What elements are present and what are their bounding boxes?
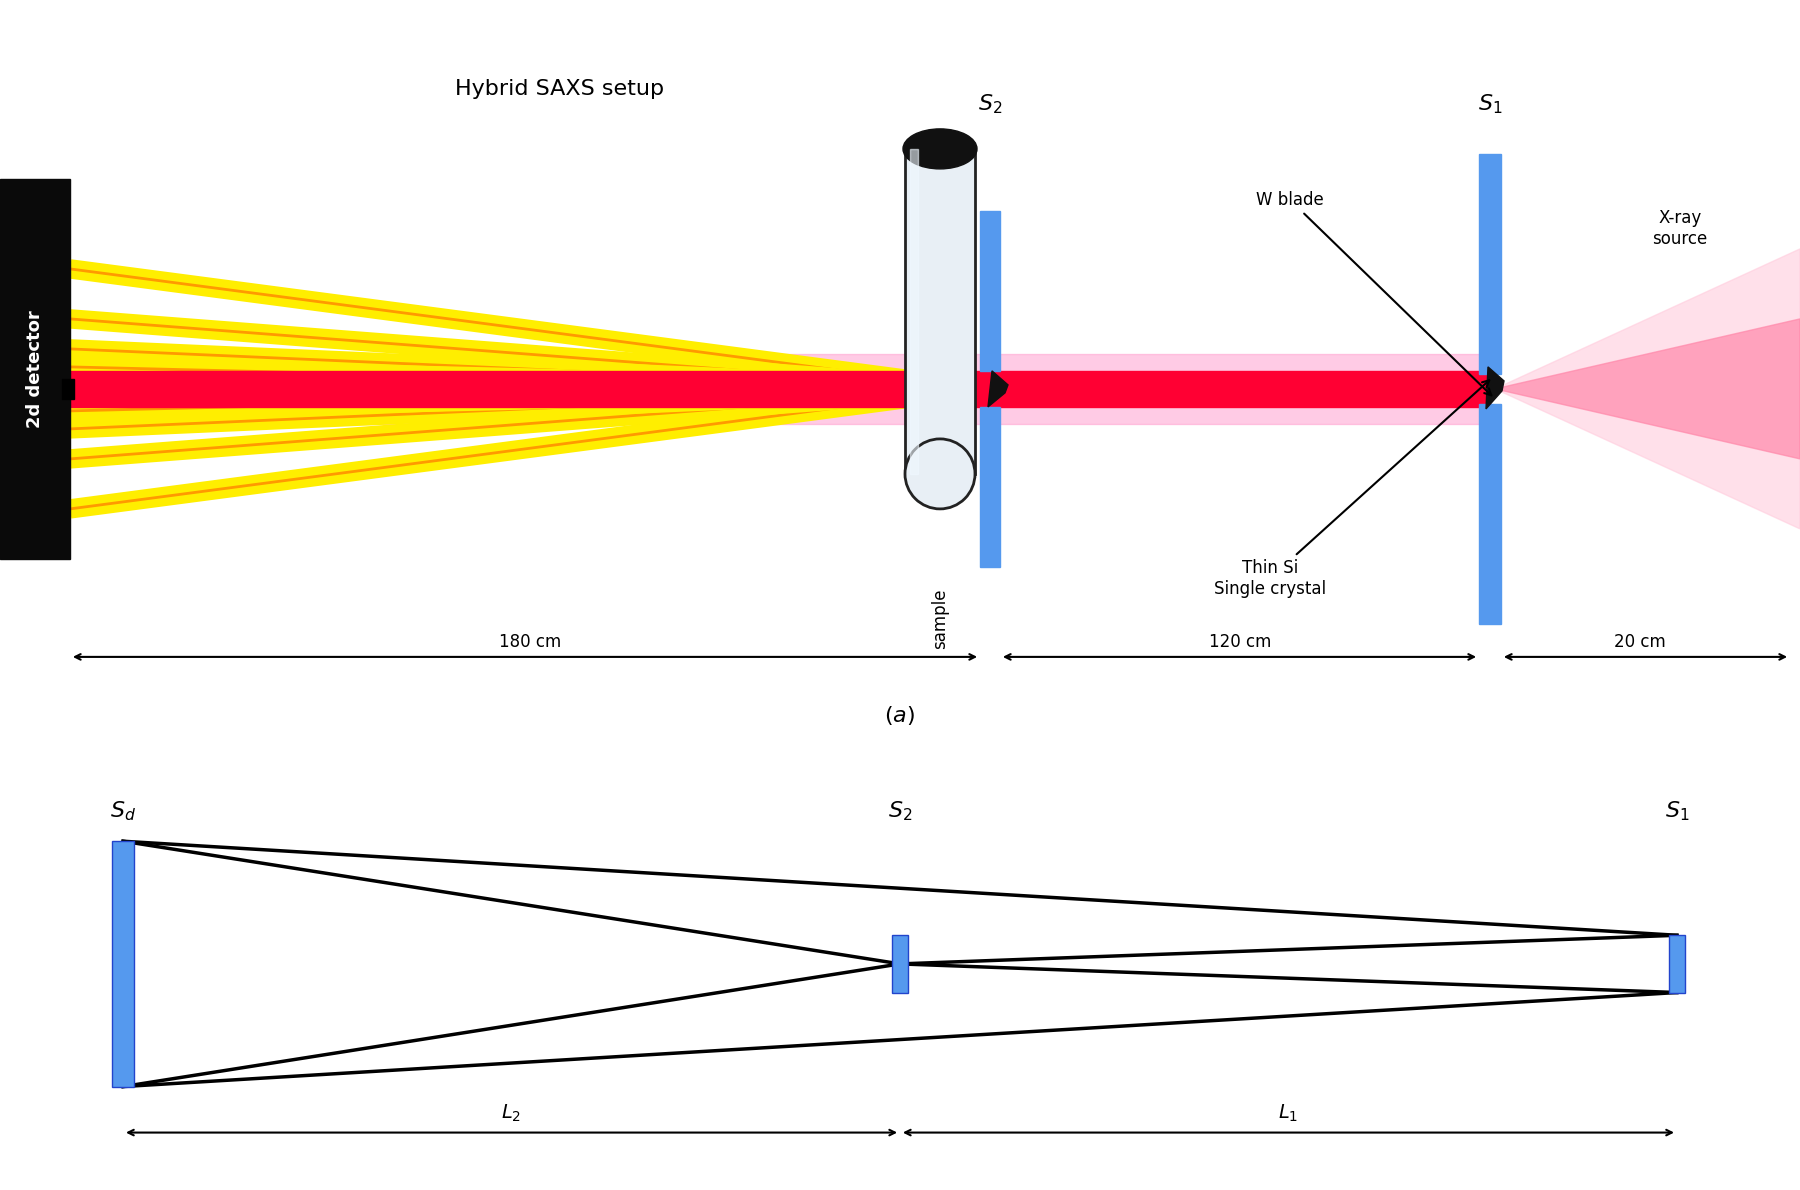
Text: Thin Si
Single crystal: Thin Si Single crystal	[1213, 381, 1489, 597]
Bar	[0, 178, 70, 559]
Bar	[979, 407, 1001, 566]
Polygon shape	[1496, 319, 1800, 459]
Text: $L_1$: $L_1$	[1278, 1103, 1298, 1125]
Bar	[905, 149, 976, 474]
Bar	[61, 378, 74, 399]
Text: 180 cm: 180 cm	[499, 633, 562, 651]
Text: sample: sample	[931, 589, 949, 650]
Bar	[979, 211, 1001, 371]
Ellipse shape	[905, 439, 976, 509]
Text: 20 cm: 20 cm	[1615, 633, 1665, 651]
Text: $(\mathit{a})$: $(\mathit{a})$	[884, 704, 916, 727]
Text: Hybrid SAXS setup: Hybrid SAXS setup	[455, 79, 664, 99]
Bar	[112, 841, 135, 1086]
Text: X-ray
source: X-ray source	[1652, 209, 1708, 249]
Bar	[911, 149, 918, 474]
Text: $S_2$: $S_2$	[977, 92, 1003, 115]
Text: $S_d$: $S_d$	[110, 800, 137, 822]
Polygon shape	[1487, 367, 1505, 409]
Text: $S_2$: $S_2$	[887, 800, 913, 822]
Polygon shape	[988, 371, 1008, 407]
Text: $S_1$: $S_1$	[1665, 800, 1688, 822]
Bar	[1480, 403, 1501, 624]
Bar	[70, 371, 1490, 407]
Text: $L_2$: $L_2$	[502, 1103, 522, 1125]
Text: $S_1$: $S_1$	[1478, 92, 1503, 115]
Text: 2d detector: 2d detector	[25, 311, 43, 427]
Text: $(\mathit{b})$: $(\mathit{b})$	[884, 1189, 916, 1190]
Bar	[70, 353, 1490, 424]
Text: W blade: W blade	[1256, 190, 1492, 395]
Ellipse shape	[904, 129, 977, 169]
Text: 120 cm: 120 cm	[1210, 633, 1271, 651]
Bar	[1669, 935, 1685, 992]
Bar	[1480, 154, 1501, 374]
Bar	[891, 935, 909, 992]
Polygon shape	[1496, 249, 1800, 528]
